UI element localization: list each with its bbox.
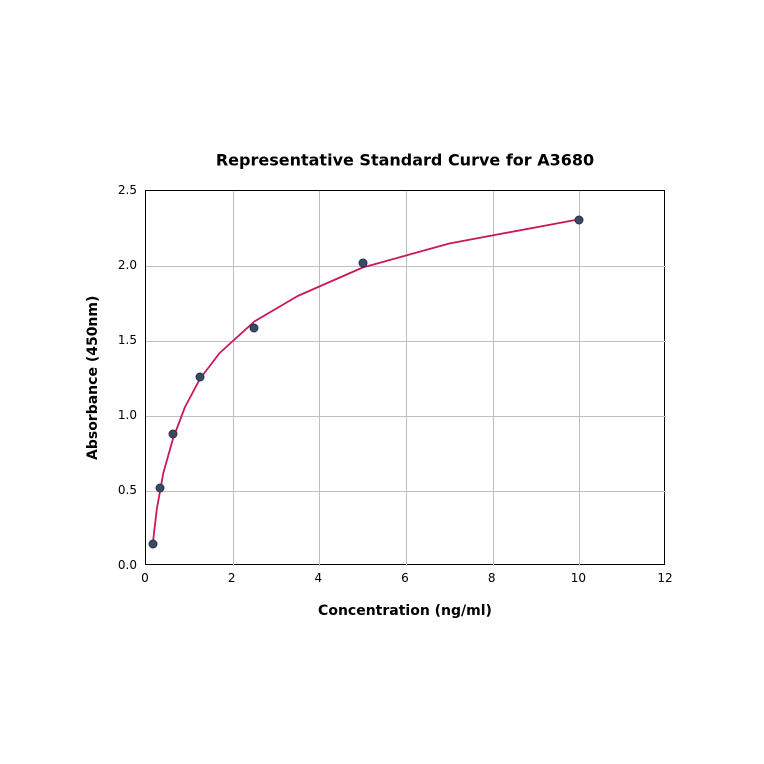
data-point xyxy=(196,373,205,382)
y-tick-label: 0.5 xyxy=(118,483,137,497)
data-point xyxy=(358,259,367,268)
x-tick-label: 0 xyxy=(141,571,149,585)
x-tick-label: 4 xyxy=(315,571,323,585)
y-tick-label: 0.0 xyxy=(118,558,137,572)
data-point xyxy=(148,539,157,548)
x-axis-label: Concentration (ng/ml) xyxy=(318,603,492,619)
x-tick-label: 8 xyxy=(488,571,496,585)
data-point xyxy=(250,323,259,332)
y-tick-label: 2.0 xyxy=(118,258,137,272)
x-tick-label: 12 xyxy=(657,571,672,585)
fit-curve xyxy=(146,191,666,566)
data-point xyxy=(155,484,164,493)
y-axis-label: Absorbance (450nm) xyxy=(85,295,101,459)
x-tick-label: 6 xyxy=(401,571,409,585)
chart-canvas: Representative Standard Curve for A3680 … xyxy=(0,0,764,764)
y-tick-label: 1.5 xyxy=(118,333,137,347)
x-tick-label: 2 xyxy=(228,571,236,585)
y-tick-label: 1.0 xyxy=(118,408,137,422)
data-point xyxy=(169,430,178,439)
plot-area xyxy=(145,190,665,565)
y-tick-label: 2.5 xyxy=(118,183,137,197)
x-tick-label: 10 xyxy=(571,571,586,585)
data-point xyxy=(575,215,584,224)
chart-title: Representative Standard Curve for A3680 xyxy=(216,151,594,170)
